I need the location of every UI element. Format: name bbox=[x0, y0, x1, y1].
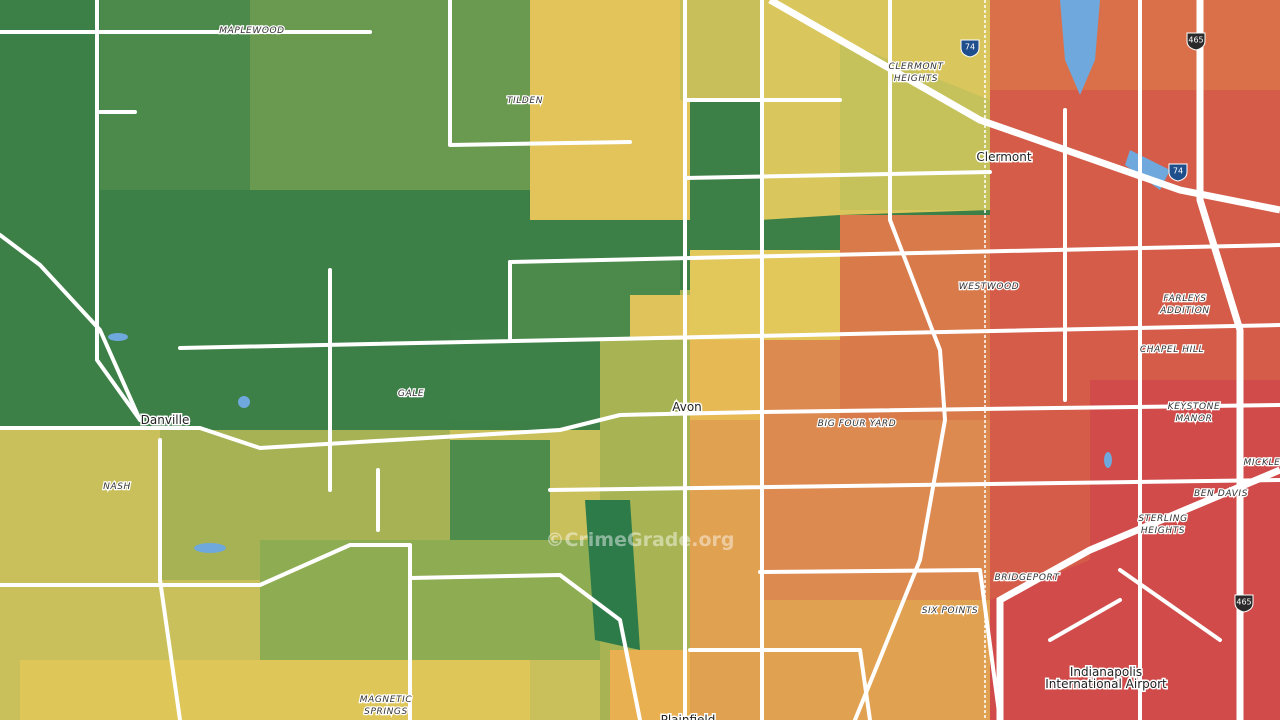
highway-shield bbox=[960, 39, 980, 58]
area-label: CHAPEL HILL bbox=[1140, 345, 1204, 355]
labels: MAPLEWOOD TILDEN CLERMONT HEIGHTS WESTWOOD FA… bbox=[102, 25, 1280, 720]
place-label: Avon bbox=[672, 400, 702, 414]
area-label: BIG FOUR YARD bbox=[818, 419, 897, 429]
area-label: KEYSTONE bbox=[1168, 402, 1221, 412]
place-label: International Airport bbox=[1045, 677, 1167, 691]
area-label: ADDITION bbox=[1159, 306, 1209, 316]
shield-number: 74 bbox=[1173, 167, 1183, 176]
highway-shield bbox=[1186, 32, 1206, 51]
place-label: Clermont bbox=[976, 150, 1031, 164]
area-label: MANOR bbox=[1176, 414, 1213, 424]
highway-shield bbox=[1234, 594, 1254, 613]
area-label: CLERMONT bbox=[888, 62, 944, 72]
place-label: Indianapolis bbox=[1070, 665, 1142, 679]
area-label: HEIGHTS bbox=[894, 74, 938, 84]
area-label: STERLING bbox=[1138, 514, 1187, 524]
area-label: BRIDGEPORT bbox=[995, 573, 1061, 583]
area-label: MAGNETIC bbox=[360, 695, 413, 705]
area-label: TILDEN bbox=[507, 96, 543, 106]
area-label: MICKLE bbox=[1244, 458, 1280, 468]
shield-number: 74 bbox=[965, 43, 975, 52]
place-label: Plainfield bbox=[661, 713, 716, 720]
area-label: SIX POINTS bbox=[922, 606, 979, 616]
shield-number: 465 bbox=[1188, 36, 1203, 45]
area-label: FARLEYS bbox=[1163, 294, 1206, 304]
area-label: HEIGHTS bbox=[1141, 526, 1185, 536]
area-label: GALE bbox=[398, 389, 424, 399]
area-label: MAPLEWOOD bbox=[219, 26, 284, 36]
highway-shield bbox=[1168, 163, 1188, 182]
watermark: ©CrimeGrade.org bbox=[545, 529, 734, 551]
place-label: Danville bbox=[141, 413, 190, 427]
area-label: BEN DAVIS bbox=[1194, 489, 1248, 499]
area-label: NASH bbox=[103, 482, 131, 492]
shield-number: 465 bbox=[1236, 598, 1251, 607]
area-label: SPRINGS bbox=[364, 707, 408, 717]
area-label: WESTWOOD bbox=[959, 282, 1020, 292]
